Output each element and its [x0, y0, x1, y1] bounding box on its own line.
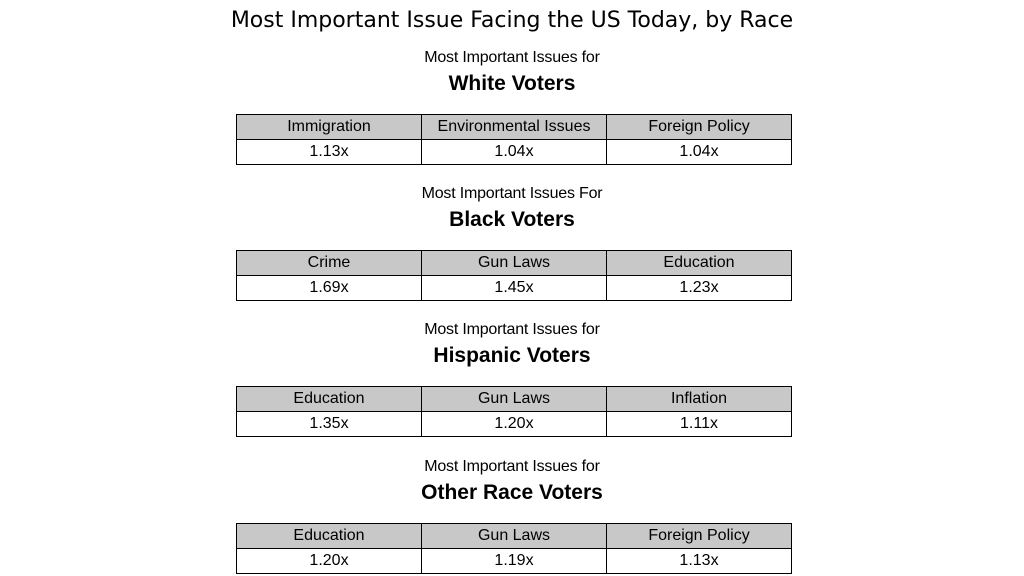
issue-value-cell: 1.19x — [421, 548, 607, 574]
issue-value-cell: 1.20x — [421, 411, 607, 437]
issues-table-black: Crime Gun Laws Education 1.69x 1.45x 1.2… — [236, 250, 792, 301]
table-value-row: 1.69x 1.45x 1.23x — [236, 275, 792, 301]
issue-value-cell: 1.04x — [421, 139, 607, 165]
issue-value-cell: 1.23x — [606, 275, 792, 301]
section-other-race-voters: Most Important Issues for Other Race Vot… — [0, 457, 1024, 507]
issues-table-hispanic: Education Gun Laws Inflation 1.35x 1.20x… — [236, 386, 792, 437]
issue-header-cell: Environmental Issues — [421, 114, 607, 140]
table-value-row: 1.20x 1.19x 1.13x — [236, 548, 792, 574]
issue-header-cell: Immigration — [236, 114, 422, 140]
table-value-row: 1.35x 1.20x 1.11x — [236, 411, 792, 437]
issue-value-cell: 1.20x — [236, 548, 422, 574]
issue-header-cell: Inflation — [606, 386, 792, 412]
issue-header-cell: Foreign Policy — [606, 523, 792, 549]
section-heading: Other Race Voters — [421, 481, 603, 504]
issues-table-white: Immigration Environmental Issues Foreign… — [236, 114, 792, 165]
table-header-row: Education Gun Laws Foreign Policy — [236, 523, 792, 549]
section-heading: Black Voters — [449, 208, 575, 231]
issue-header-cell: Gun Laws — [421, 523, 607, 549]
table-header-row: Immigration Environmental Issues Foreign… — [236, 114, 792, 140]
table-header-row: Education Gun Laws Inflation — [236, 386, 792, 412]
issue-header-cell: Education — [236, 386, 422, 412]
issue-header-cell: Education — [236, 523, 422, 549]
issue-value-cell: 1.69x — [236, 275, 422, 301]
section-subtitle: Most Important Issues For — [421, 185, 603, 202]
issue-header-cell: Gun Laws — [421, 250, 607, 276]
issues-table-other-race: Education Gun Laws Foreign Policy 1.20x … — [236, 523, 792, 574]
issue-value-cell: 1.35x — [236, 411, 422, 437]
issue-value-cell: 1.04x — [606, 139, 792, 165]
section-heading: Hispanic Voters — [433, 344, 591, 367]
section-black-voters: Most Important Issues For Black Voters — [0, 184, 1024, 234]
section-subtitle: Most Important Issues for — [424, 321, 600, 338]
section-heading: White Voters — [448, 72, 576, 95]
issue-header-cell: Education — [606, 250, 792, 276]
section-hispanic-voters: Most Important Issues for Hispanic Voter… — [0, 320, 1024, 370]
issue-value-cell: 1.13x — [606, 548, 792, 574]
page-title: Most Important Issue Facing the US Today… — [230, 8, 794, 33]
table-value-row: 1.13x 1.04x 1.04x — [236, 139, 792, 165]
section-subtitle: Most Important Issues for — [424, 458, 600, 475]
issue-value-cell: 1.45x — [421, 275, 607, 301]
issue-header-cell: Crime — [236, 250, 422, 276]
issue-header-cell: Foreign Policy — [606, 114, 792, 140]
issue-value-cell: 1.13x — [236, 139, 422, 165]
issue-value-cell: 1.11x — [606, 411, 792, 437]
section-white-voters: Most Important Issues for White Voters — [0, 48, 1024, 98]
issue-header-cell: Gun Laws — [421, 386, 607, 412]
table-header-row: Crime Gun Laws Education — [236, 250, 792, 276]
section-subtitle: Most Important Issues for — [424, 49, 600, 66]
